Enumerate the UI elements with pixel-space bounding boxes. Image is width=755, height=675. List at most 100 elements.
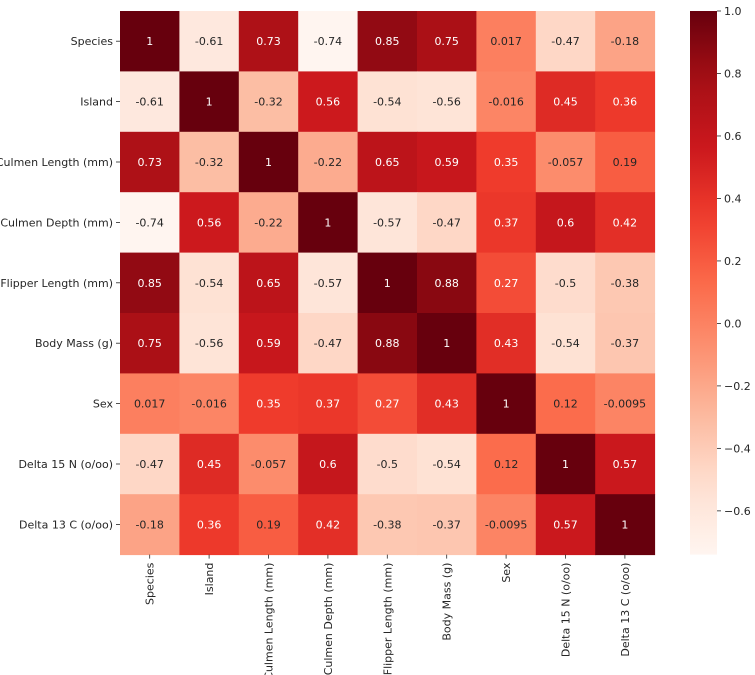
cell-value-label: 0.37 (494, 216, 519, 229)
colorbar-tick-label: 0.2 (724, 255, 742, 268)
heatmap-cell (417, 131, 477, 193)
cell-value-label: -0.61 (135, 96, 163, 109)
cell-value-label: -0.057 (251, 458, 286, 471)
heatmap-cell (120, 433, 180, 495)
heatmap-cell (179, 313, 240, 374)
cell-value-label: -0.32 (254, 96, 282, 109)
cell-value-label: 1 (384, 277, 391, 290)
heatmap-cell (535, 433, 596, 495)
cell-value-label: 0.27 (375, 398, 400, 411)
heatmap-cell (179, 11, 240, 72)
y-tick-label: Delta 13 C (o/oo) (19, 518, 113, 531)
cell-value-label: -0.54 (373, 96, 401, 109)
cell-value-label: 0.35 (256, 398, 281, 411)
heatmap-cell (535, 252, 596, 314)
cell-value-label: 0.88 (375, 337, 400, 350)
heatmap-cell (120, 192, 180, 254)
cell-value-label: -0.016 (488, 96, 523, 109)
heatmap-cell (476, 71, 537, 133)
cell-value-label: 0.12 (553, 398, 578, 411)
x-tick-label: Culmen Length (mm) (263, 563, 276, 675)
cell-value-label: -0.47 (551, 35, 579, 48)
cell-value-label: 0.35 (494, 156, 519, 169)
cell-value-label: 1 (503, 398, 510, 411)
heatmap-cell (357, 433, 418, 495)
cell-value-label: -0.37 (432, 518, 460, 531)
cell-value-label: 1 (324, 216, 331, 229)
cell-value-label: 0.43 (434, 398, 459, 411)
heatmap-cell (298, 433, 359, 495)
heatmap-cell (595, 11, 656, 72)
heatmap-cell (179, 192, 240, 254)
heatmap-cell (595, 71, 656, 133)
cell-value-label: -0.57 (314, 277, 342, 290)
heatmap-cell (179, 71, 240, 133)
heatmap-cell (417, 11, 477, 72)
cell-value-label: 0.6 (557, 216, 575, 229)
x-tick-label: Culmen Depth (mm) (322, 563, 335, 675)
cell-value-label: -0.32 (195, 156, 223, 169)
heatmap-cell (535, 131, 596, 193)
cell-value-label: -0.54 (195, 277, 223, 290)
heatmap-cell (238, 373, 299, 435)
colorbar-tick-label: −0.2 (724, 380, 751, 393)
cell-value-label: -0.47 (314, 337, 342, 350)
cell-value-label: 0.65 (256, 277, 281, 290)
heatmap-cell (357, 252, 418, 314)
heatmap-cell (298, 11, 359, 72)
heatmap-cell (476, 11, 537, 72)
cell-value-label: -0.54 (551, 337, 579, 350)
heatmap-cell (357, 494, 418, 556)
cell-value-label: 1 (621, 518, 628, 531)
heatmap-cell (595, 433, 656, 495)
heatmap-cell (298, 313, 359, 374)
heatmap-cell (120, 71, 180, 133)
colorbar-tick-label: 1.0 (724, 5, 742, 18)
cell-value-label: -0.38 (373, 518, 401, 531)
heatmap-cell (298, 71, 359, 133)
cell-value-label: -0.22 (314, 156, 342, 169)
heatmap-cell (238, 313, 299, 374)
heatmap-cell (535, 11, 596, 72)
cell-value-label: -0.54 (432, 458, 460, 471)
heatmap-cell (417, 192, 477, 254)
cell-value-label: 0.45 (197, 458, 222, 471)
heatmap-cell (120, 313, 180, 374)
cell-value-label: -0.47 (135, 458, 163, 471)
cell-value-label: 1 (265, 156, 272, 169)
heatmap-cell (357, 313, 418, 374)
colorbar-tick-label: −0.6 (724, 505, 751, 518)
cell-value-label: 1 (206, 96, 213, 109)
heatmap-cell (535, 71, 596, 133)
y-tick-label: Species (71, 35, 114, 48)
heatmap-cell (417, 71, 477, 133)
cell-value-label: -0.56 (195, 337, 223, 350)
cell-value-label: -0.18 (611, 35, 639, 48)
cell-value-label: 0.19 (256, 518, 281, 531)
y-tick-labels: Species Island Culmen Length (mm) Culmen De… (0, 35, 120, 531)
cell-value-label: 0.88 (434, 277, 459, 290)
cell-value-label: 0.85 (137, 277, 162, 290)
cell-value-label: 0.56 (316, 96, 341, 109)
heatmap-cell (120, 373, 180, 435)
colorbar-tick-label: 0.4 (724, 192, 742, 205)
cell-value-label: 0.27 (494, 277, 519, 290)
cell-value-label: -0.22 (254, 216, 282, 229)
cell-value-label: -0.57 (373, 216, 401, 229)
heatmap-cell (476, 433, 537, 495)
cell-value-label: 0.56 (197, 216, 222, 229)
cell-value-label: 0.42 (316, 518, 341, 531)
cell-value-label: -0.74 (314, 35, 342, 48)
heatmap-cell (476, 313, 537, 374)
heatmap-cell (535, 494, 596, 556)
heatmap-cell (238, 252, 299, 314)
cell-value-label: -0.61 (195, 35, 223, 48)
cell-value-label: -0.0095 (485, 518, 527, 531)
heatmap-cell (298, 373, 359, 435)
heatmap-cell (238, 192, 299, 254)
y-tick-label: Sex (93, 398, 114, 411)
y-tick-label: Island (80, 96, 113, 109)
cell-value-label: 0.19 (613, 156, 638, 169)
cell-value-label: -0.38 (611, 277, 639, 290)
cell-value-label: 1 (562, 458, 569, 471)
